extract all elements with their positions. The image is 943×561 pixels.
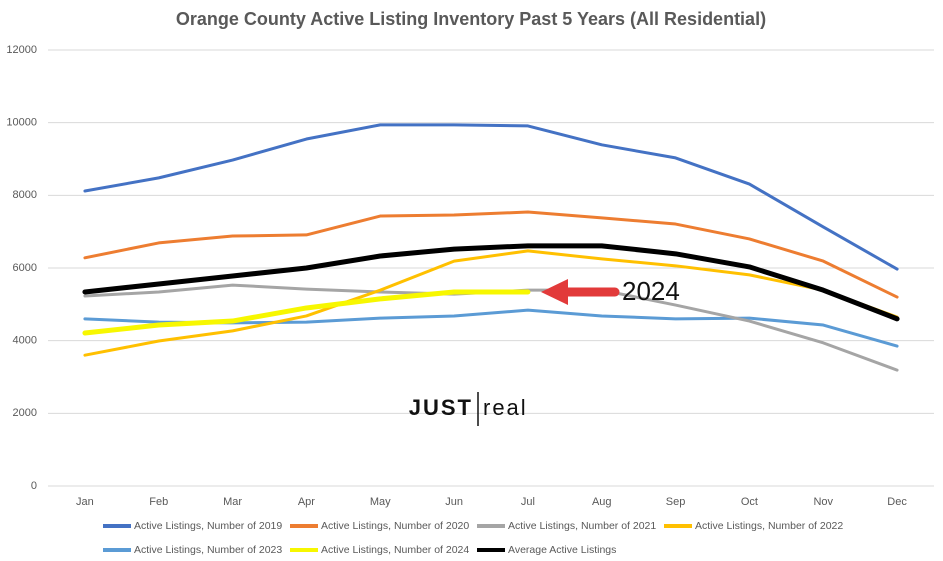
x-tick-label: Sep	[666, 496, 686, 508]
x-tick-label: Feb	[149, 496, 168, 508]
logo: JUST real	[409, 392, 528, 426]
chart-title: Orange County Active Listing Inventory P…	[176, 9, 766, 29]
x-tick-label: Nov	[813, 496, 833, 508]
y-tick-label: 2000	[13, 407, 37, 419]
legend-label: Average Active Listings	[508, 544, 616, 556]
legend-label: Active Listings, Number of 2020	[321, 520, 469, 532]
x-tick-label: Dec	[887, 496, 907, 508]
x-tick-label: Aug	[592, 496, 612, 508]
series-line	[82, 289, 531, 336]
series-line	[82, 243, 900, 322]
series-line	[83, 123, 899, 271]
logo-text: JUST	[409, 395, 473, 420]
series-line	[83, 249, 899, 357]
logo-text: real	[483, 395, 528, 420]
x-tick-label: Jun	[445, 496, 463, 508]
y-tick-label: 6000	[13, 262, 37, 274]
x-tick-label: Oct	[741, 496, 758, 508]
annotation: 2024	[541, 276, 680, 306]
legend-label: Active Listings, Number of 2022	[695, 520, 843, 532]
x-tick-label: May	[370, 496, 391, 508]
x-tick-label: Mar	[223, 496, 242, 508]
legend-label: Active Listings, Number of 2024	[321, 544, 469, 556]
y-tick-label: 8000	[13, 189, 37, 201]
y-tick-label: 12000	[6, 44, 37, 56]
series-line	[83, 283, 899, 372]
y-tick-label: 10000	[6, 117, 37, 129]
x-tick-label: Apr	[298, 496, 315, 508]
arrow-head	[541, 279, 568, 305]
series-line	[83, 210, 899, 299]
x-tick-label: Jul	[521, 496, 535, 508]
y-tick-label: 4000	[13, 335, 37, 347]
legend-label: Active Listings, Number of 2019	[134, 520, 282, 532]
legend-label: Active Listings, Number of 2021	[508, 520, 656, 532]
legend-label: Active Listings, Number of 2023	[134, 544, 282, 556]
y-tick-label: 0	[31, 480, 37, 492]
annotation-text: 2024	[622, 276, 680, 306]
x-tick-label: Jan	[76, 496, 94, 508]
